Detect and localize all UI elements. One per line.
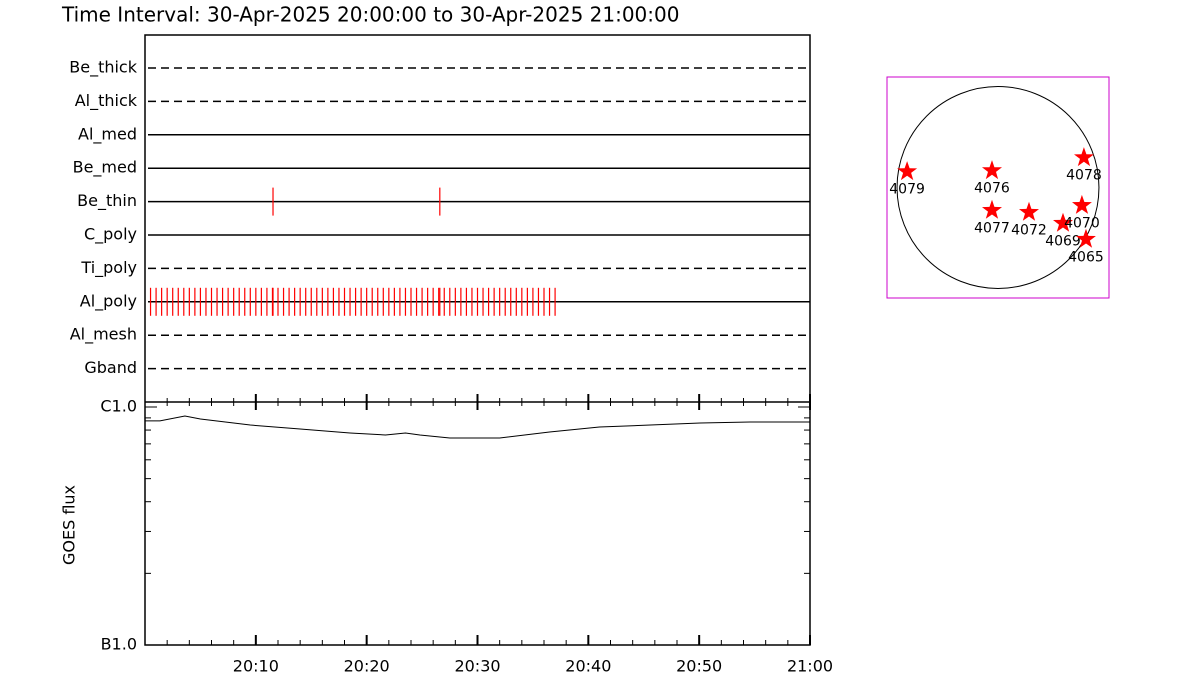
- region-star: [1053, 212, 1073, 232]
- filter-label: Be_thin: [77, 191, 137, 211]
- region-star: [897, 161, 918, 181]
- filter-label: Al_mesh: [70, 325, 137, 345]
- region-label: 4076: [974, 181, 1010, 197]
- x-tick-label: 21:00: [787, 657, 833, 676]
- x-tick-label: 20:30: [454, 657, 500, 676]
- region-label: 4069: [1045, 233, 1081, 249]
- filter-label: Al_thick: [75, 91, 138, 111]
- region-star: [1076, 228, 1096, 248]
- x-tick-label: 20:20: [344, 657, 390, 676]
- y-axis-label: GOES flux: [60, 485, 79, 565]
- filter-label: Ti_poly: [80, 258, 137, 278]
- filter-label: Be_med: [73, 158, 137, 178]
- region-star: [982, 199, 1002, 219]
- chart-title: Time Interval: 30-Apr-2025 20:00:00 to 3…: [61, 3, 679, 27]
- region-label: 4072: [1011, 222, 1047, 238]
- filter-label: Gband: [84, 358, 137, 377]
- region-label: 4079: [889, 182, 925, 198]
- y-tick-label: B1.0: [101, 635, 137, 654]
- x-tick-label: 20:50: [676, 657, 722, 676]
- goes-curve: [145, 415, 810, 439]
- solar-disk: [896, 86, 1100, 289]
- filter-label: Al_poly: [80, 291, 137, 311]
- region-star: [1074, 147, 1094, 167]
- map-frame: [886, 76, 1110, 299]
- region-label: 4077: [974, 220, 1010, 236]
- filter-label: Al_med: [78, 124, 137, 144]
- region-star: [1072, 194, 1092, 214]
- filter-label: Be_thick: [69, 58, 137, 78]
- filter-label: C_poly: [84, 225, 137, 245]
- region-star: [982, 160, 1002, 180]
- region-label: 4065: [1068, 249, 1104, 265]
- x-tick-label: 20:10: [233, 657, 279, 676]
- region-star: [1019, 201, 1039, 221]
- region-label: 4070: [1064, 215, 1100, 231]
- x-tick-label: 20:40: [565, 657, 611, 676]
- y-tick-label: C1.0: [100, 397, 137, 416]
- region-label: 4078: [1066, 168, 1102, 184]
